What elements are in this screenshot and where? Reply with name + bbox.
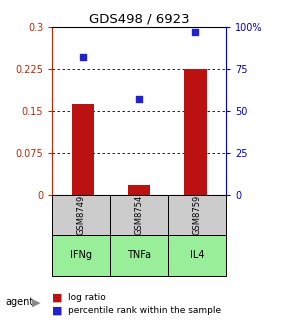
- Text: GSM8759: GSM8759: [193, 195, 202, 235]
- Text: GSM8749: GSM8749: [77, 195, 86, 235]
- Bar: [52, 235, 110, 276]
- Bar: [72, 103, 94, 195]
- Point: [81, 54, 85, 60]
- Text: ■: ■: [52, 306, 63, 316]
- Bar: [110, 195, 168, 235]
- Text: ▶: ▶: [32, 297, 40, 307]
- Bar: [168, 235, 226, 276]
- Bar: [110, 235, 168, 276]
- Text: log ratio: log ratio: [68, 293, 106, 302]
- Text: IL4: IL4: [190, 250, 204, 260]
- Point: [137, 96, 142, 102]
- Text: TNFa: TNFa: [127, 250, 151, 260]
- Point: [193, 29, 198, 35]
- Text: IFNg: IFNg: [70, 250, 92, 260]
- Bar: [168, 195, 226, 235]
- Bar: [52, 195, 110, 235]
- Bar: [128, 185, 151, 195]
- Text: percentile rank within the sample: percentile rank within the sample: [68, 306, 221, 315]
- Title: GDS498 / 6923: GDS498 / 6923: [89, 13, 189, 26]
- Text: GSM8754: GSM8754: [135, 195, 144, 235]
- Text: ■: ■: [52, 292, 63, 302]
- Text: agent: agent: [6, 297, 34, 307]
- Bar: [184, 69, 206, 195]
